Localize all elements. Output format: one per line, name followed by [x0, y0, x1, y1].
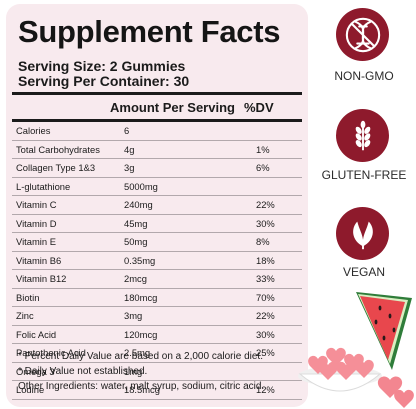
- nutrient-dv: 6%: [256, 162, 270, 173]
- nutrient-dv: 30%: [256, 217, 275, 229]
- nutrient-dv: 1%: [256, 143, 270, 155]
- nutrient-table: Calories 6 Total Carbohydrates 4g 1% Collag…: [12, 122, 302, 400]
- nutrient-name: Vitamin B12: [16, 273, 67, 284]
- column-header-dv: %DV: [244, 100, 274, 115]
- nutrient-name: Vitamin E: [16, 236, 56, 247]
- table-row: L-glutathione 5000mg: [12, 178, 302, 196]
- table-row: Lodine 18.5mcg 12%: [12, 381, 302, 400]
- leaf-icon: [352, 221, 373, 249]
- nutrient-name: Vitamin D: [16, 217, 57, 229]
- nutrient-amount: 6: [124, 125, 130, 136]
- nutrient-amount: 0.35mg: [124, 254, 156, 266]
- nutrient-amount: 2.5mg: [124, 347, 151, 358]
- table-row: Calories 6: [12, 122, 302, 141]
- table-row: Folic Acid 120mcg 30%: [12, 326, 302, 344]
- nutrient-name: Omega 3: [16, 365, 55, 377]
- nutrient-dv: 25%: [256, 347, 275, 358]
- nutrient-amount: 180mcg: [124, 291, 158, 303]
- nutrient-amount: 120mcg: [124, 328, 158, 340]
- nutrient-name: Total Carbohydrates: [16, 143, 100, 155]
- footnote-not-established: * Daily Value not established.: [18, 366, 148, 377]
- nutrient-amount: 3g: [124, 162, 135, 173]
- table-row: Zinc 3mg 22%: [12, 307, 302, 326]
- nutrient-amount: 45mg: [124, 217, 148, 229]
- nutrient-dv: 18%: [256, 254, 275, 266]
- dna-crossed-icon: [345, 17, 380, 52]
- nutrient-name: Zinc: [16, 310, 34, 321]
- nutrient-name: Lodine: [16, 384, 45, 395]
- table-row: Total Carbohydrates 4g 1%: [12, 141, 302, 159]
- facts-title: Supplement Facts: [18, 14, 281, 49]
- nutrient-dv: 70%: [256, 291, 275, 303]
- nutrient-name: Vitamin B6: [16, 254, 62, 266]
- table-row: Biotin 180mcg 70%: [12, 289, 302, 307]
- nutrient-name: Vitamin C: [16, 199, 57, 210]
- table-row: Vitamin E 50mg 8%: [12, 233, 302, 252]
- column-header-amount: Amount Per Serving: [110, 100, 235, 115]
- gluten-free-badge: [336, 109, 389, 162]
- nutrient-amount: 3mg: [124, 310, 143, 321]
- nutrient-amount: 1mg: [124, 365, 143, 377]
- divider-top: [12, 92, 302, 95]
- table-row: Pantothenic Acid 2.5mg 25%: [12, 344, 302, 363]
- nutrient-dv: 8%: [256, 236, 270, 247]
- watermelon-gummies-image: [298, 292, 414, 408]
- nutrient-name: L-glutathione: [16, 180, 71, 192]
- nutrient-name: Collagen Type 1&3: [16, 162, 96, 173]
- nutrient-amount: 18.5mcg: [124, 384, 160, 395]
- nutrient-amount: 5000mg: [124, 180, 158, 192]
- nutrient-dv: 22%: [256, 310, 275, 321]
- nutrient-dv: 12%: [256, 384, 275, 395]
- table-row: Collagen Type 1&3 3g 6%: [12, 159, 302, 178]
- table-row: Vitamin B6 0.35mg 18%: [12, 252, 302, 270]
- table-row: Vitamin C 240mg 22%: [12, 196, 302, 215]
- nutrient-dv: 22%: [256, 199, 275, 210]
- nutrient-name: Calories: [16, 125, 51, 136]
- nutrient-amount: 240mg: [124, 199, 153, 210]
- table-row: Omega 3 1mg: [12, 363, 302, 381]
- nutrient-name: Biotin: [16, 291, 40, 303]
- nutrient-amount: 2mcg: [124, 273, 147, 284]
- gluten-free-label: GLUTEN-FREE: [321, 168, 407, 182]
- nutrient-amount: 4g: [124, 143, 135, 155]
- table-row: Vitamin B12 2mcg 33%: [12, 270, 302, 289]
- nutrient-dv: 30%: [256, 328, 275, 340]
- nutrient-amount: 50mg: [124, 236, 148, 247]
- footnote-daily-value: * Percent Daily Value are based on a 2,0…: [18, 351, 263, 362]
- nutrient-dv: 33%: [256, 273, 275, 284]
- footnote-other-ingredients: Other Ingredients: water, malt syrup, so…: [18, 381, 265, 392]
- nutrient-name: Folic Acid: [16, 328, 57, 340]
- vegan-badge: [336, 207, 389, 260]
- non-gmo-badge: [336, 8, 389, 61]
- servings-per-container: Serving Per Container: 30: [18, 73, 190, 89]
- nutrient-name: Pantothenic Acid: [16, 347, 86, 358]
- vegan-label: VEGAN: [342, 265, 385, 279]
- table-row: Vitamin D 45mg 30%: [12, 215, 302, 233]
- serving-size: Serving Size: 2 Gummies: [18, 58, 186, 74]
- non-gmo-label: NON-GMO: [334, 69, 394, 83]
- wheat-icon: [355, 120, 370, 150]
- supplement-facts-panel: Supplement Facts Serving Size: 2 Gummies…: [6, 4, 308, 407]
- divider-header: [12, 119, 302, 122]
